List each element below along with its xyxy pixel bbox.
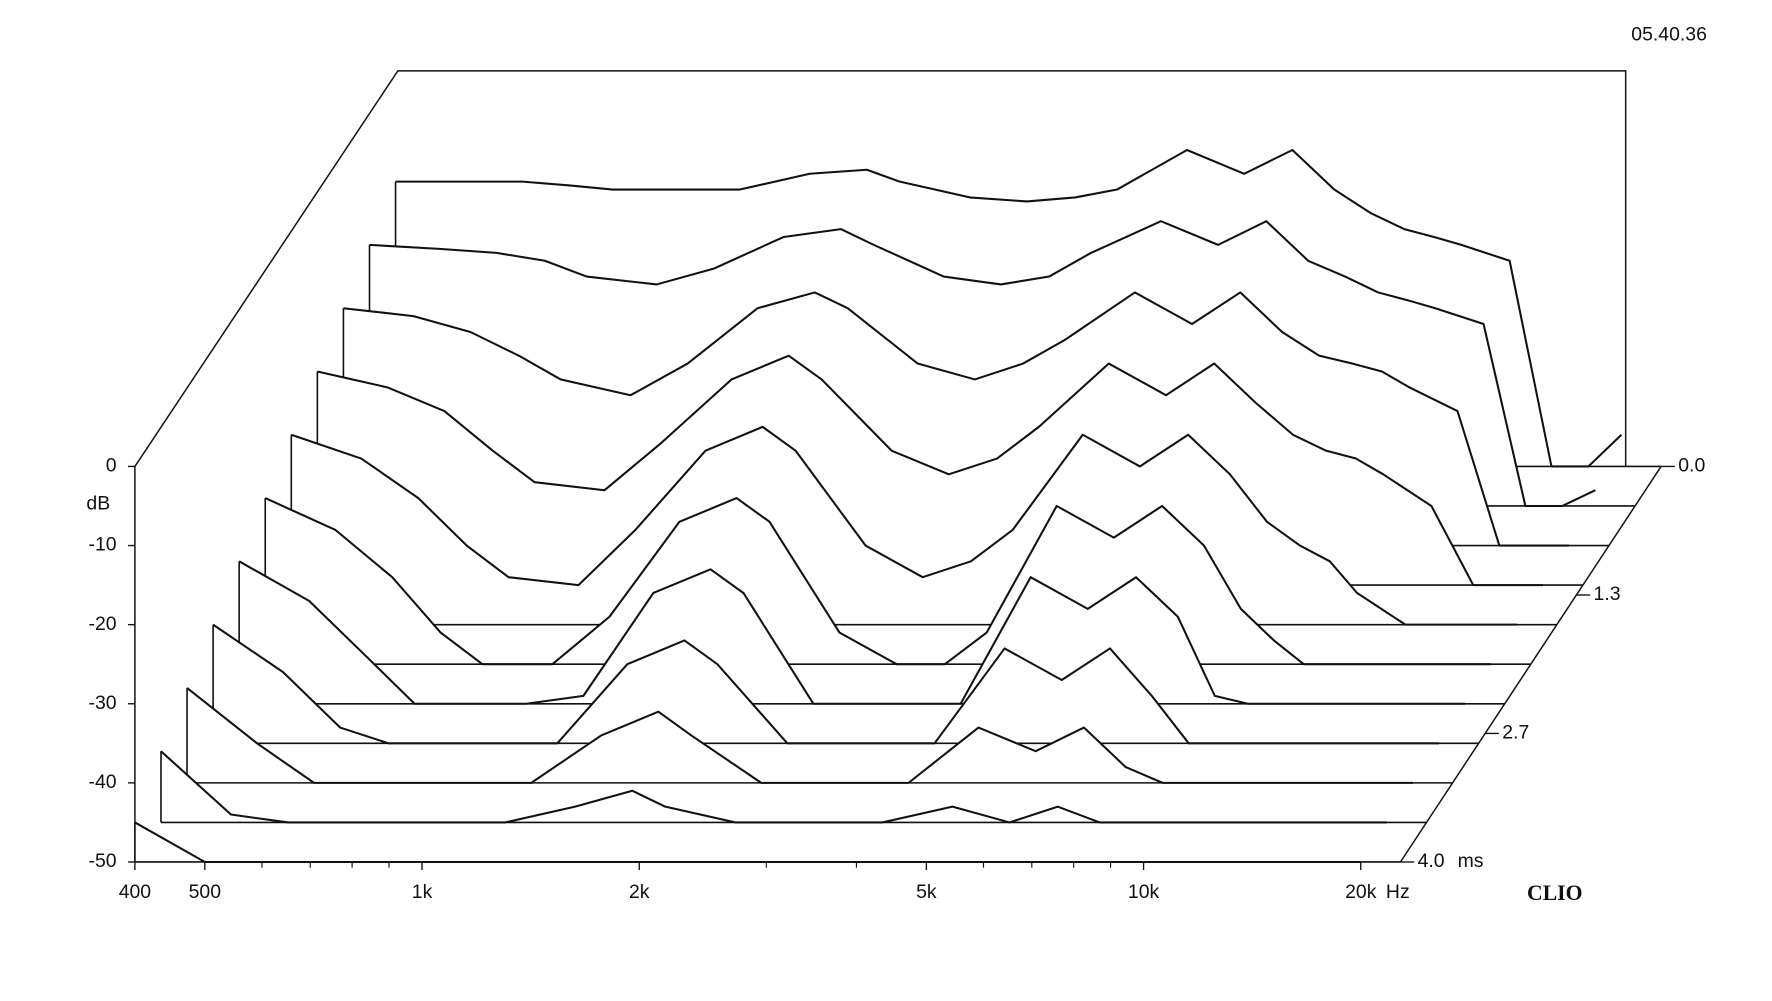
z-unit: ms [1458, 850, 1484, 872]
z-tick-label: 4.0 [1418, 850, 1445, 872]
slice-curve [369, 220, 1596, 508]
slice-curve [238, 560, 1466, 705]
slice-fill [134, 822, 1401, 862]
slice-curve [395, 148, 1623, 468]
x-tick-label: 10k [1128, 881, 1160, 903]
z-tick-label: 2.7 [1502, 722, 1529, 744]
x-tick-label: 400 [119, 881, 152, 903]
slice-curve [134, 821, 1361, 864]
y-tick-label: 0 [106, 455, 117, 477]
z-axis [1399, 466, 1662, 863]
x-tick-label: 20k [1345, 881, 1377, 903]
slice-curve [343, 291, 1570, 547]
slice-curve [212, 623, 1439, 745]
slice-fill [239, 561, 1505, 704]
y-tick-label: -10 [89, 534, 117, 556]
y-tick-label: -50 [89, 850, 117, 872]
back-frame [134, 70, 1627, 467]
slices [134, 148, 1662, 864]
y-tick-label: -30 [89, 692, 117, 714]
slice-fill [160, 751, 1427, 823]
brand: CLIO [1527, 881, 1583, 905]
slice-fill [265, 498, 1531, 665]
slice-curve [290, 425, 1518, 626]
y-axis-label: dB [86, 492, 110, 514]
x-unit: Hz [1386, 881, 1410, 903]
y-tick-label: -20 [89, 613, 117, 635]
x-tick-label: 5k [916, 881, 937, 903]
slice-curve [186, 687, 1413, 784]
x-tick-label: 500 [189, 881, 222, 903]
slice-curve [160, 750, 1387, 824]
slice-curve [317, 354, 1544, 587]
timestamp: 05.40.36 [1631, 24, 1707, 46]
x-tick-label: 2k [629, 881, 650, 903]
y-tick-label: -40 [89, 771, 117, 793]
slice-fill [213, 624, 1479, 744]
z-tick-label: 1.3 [1594, 583, 1621, 605]
slice-curve [264, 497, 1492, 666]
z-tick-label: 0.0 [1678, 455, 1705, 477]
slice-fill [291, 426, 1557, 625]
x-tick-label: 1k [412, 881, 433, 903]
